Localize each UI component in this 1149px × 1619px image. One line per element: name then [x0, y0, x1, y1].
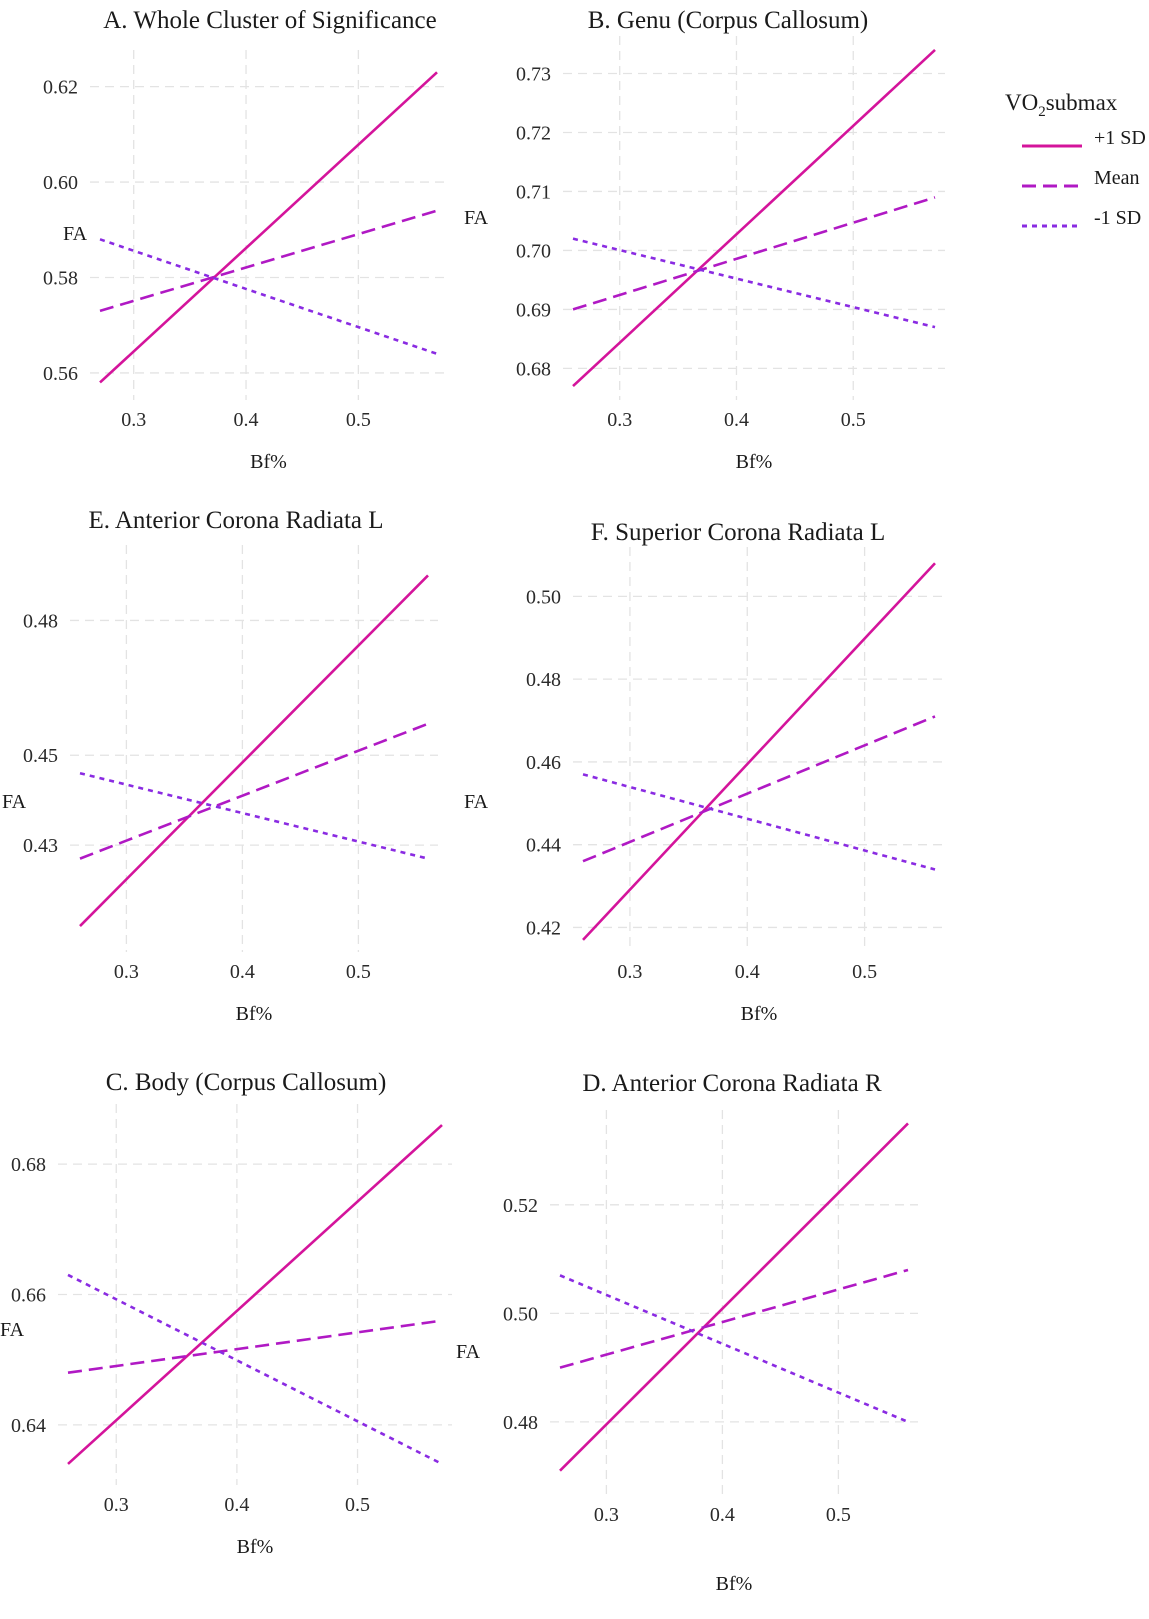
- y-tick-label: 0.72: [516, 122, 551, 144]
- series-line-dotted: [67, 1273, 443, 1466]
- y-axis-label: FA: [464, 207, 489, 229]
- chart-panel: 0.43 0.45 0.48 0.3 0.4 0.5 E. Anterior Corona …: [2, 507, 438, 1025]
- x-tick-label: 0.5: [852, 961, 877, 983]
- y-tick-label: 0.66: [11, 1285, 46, 1307]
- y-axis-label: FA: [464, 791, 489, 813]
- x-tick-label: 0.5: [826, 1504, 851, 1526]
- y-axis-label: FA: [456, 1341, 481, 1363]
- y-axis-label: FA: [0, 1319, 25, 1341]
- y-tick-label: 0.50: [526, 586, 561, 608]
- y-tick-label: 0.62: [43, 77, 78, 99]
- chart-panel: 0.42 0.44 0.46 0.48 0.50 0.3 0.4 0.5 F. Superior…: [464, 519, 945, 1025]
- chart-panel: 0.56 0.58 0.60 0.62 0.3 0.4 0.5 A. Whole Cluste…: [43, 7, 447, 473]
- x-tick-label: 0.4: [710, 1504, 735, 1526]
- series-line-dashed: [99, 209, 438, 313]
- x-tick-label: 0.5: [346, 409, 371, 431]
- series-line-solid: [572, 48, 936, 388]
- series-line-dotted: [559, 1274, 909, 1424]
- y-tick-label: 0.48: [23, 610, 58, 632]
- y-tick-label: 0.70: [516, 240, 551, 262]
- panel-title: D. Anterior Corona Radiata R: [582, 1070, 882, 1097]
- legend-items: +1 SD Mean -1 SD: [1022, 127, 1146, 229]
- x-axis-label: Bf%: [250, 451, 287, 473]
- x-axis-label: Bf%: [236, 1003, 273, 1025]
- series-line-dotted: [572, 237, 936, 329]
- x-axis-label: Bf%: [741, 1003, 778, 1025]
- x-tick-label: 0.3: [104, 1494, 129, 1516]
- y-tick-label: 0.60: [43, 172, 78, 194]
- x-tick-label: 0.4: [224, 1494, 249, 1516]
- x-axis-label: Bf%: [237, 1536, 274, 1558]
- series-line-solid: [582, 562, 936, 941]
- legend-title: VO2submax: [1005, 90, 1118, 120]
- y-tick-label: 0.73: [516, 63, 551, 85]
- x-tick-label: 0.5: [346, 961, 371, 983]
- series-line-solid: [67, 1124, 443, 1465]
- x-axis-label: Bf%: [716, 1573, 753, 1595]
- y-tick-label: 0.48: [503, 1412, 538, 1434]
- legend: VO2submax +1 SD Mean -1 SD: [1005, 90, 1146, 229]
- y-tick-label: 0.45: [23, 745, 58, 767]
- x-tick-label: 0.3: [607, 409, 632, 431]
- series-line-solid: [559, 1122, 909, 1472]
- x-tick-label: 0.4: [724, 409, 749, 431]
- x-tick-label: 0.3: [594, 1504, 619, 1526]
- y-tick-label: 0.68: [11, 1154, 46, 1176]
- y-tick-label: 0.71: [516, 181, 551, 203]
- y-tick-label: 0.64: [11, 1415, 46, 1437]
- x-tick-label: 0.3: [121, 409, 146, 431]
- x-tick-label: 0.3: [617, 961, 642, 983]
- y-tick-label: 0.48: [526, 669, 561, 691]
- y-axis-label: FA: [2, 791, 27, 813]
- chart-panel: 0.48 0.50 0.52 0.3 0.4 0.5 D. Anterior Corona …: [456, 1070, 918, 1595]
- x-tick-label: 0.4: [735, 961, 760, 983]
- y-tick-label: 0.42: [526, 917, 561, 939]
- series-line-dashed: [67, 1319, 443, 1375]
- legend-label: +1 SD: [1094, 127, 1146, 149]
- series-line-dashed: [572, 196, 936, 311]
- x-tick-label: 0.4: [234, 409, 259, 431]
- y-tick-label: 0.50: [503, 1303, 538, 1325]
- panel-title: F. Superior Corona Radiata L: [591, 519, 885, 546]
- series-line-dashed: [559, 1268, 909, 1369]
- series-line-dotted: [79, 771, 429, 860]
- chart-panel: 0.64 0.66 0.68 0.3 0.4 0.5 C. Body (Corpus Cal…: [0, 1069, 452, 1558]
- x-axis-label: Bf%: [736, 451, 773, 473]
- y-tick-label: 0.58: [43, 267, 78, 289]
- y-tick-label: 0.43: [23, 835, 58, 857]
- legend-label: Mean: [1094, 167, 1140, 189]
- series-line-dashed: [582, 715, 936, 863]
- y-tick-label: 0.69: [516, 299, 551, 321]
- y-tick-label: 0.46: [526, 752, 561, 774]
- legend-label: -1 SD: [1094, 207, 1141, 229]
- series-line-solid: [79, 574, 429, 927]
- y-tick-label: 0.44: [526, 835, 561, 857]
- y-axis-label: FA: [63, 223, 88, 245]
- y-tick-label: 0.56: [43, 363, 78, 385]
- y-tick-label: 0.68: [516, 358, 551, 380]
- series-line-dotted: [582, 773, 936, 871]
- x-tick-label: 0.4: [230, 961, 255, 983]
- panel-title: B. Genu (Corpus Callosum): [588, 7, 869, 34]
- panels: 0.56 0.58 0.60 0.62 0.3 0.4 0.5 A. Whole Cluste…: [0, 7, 945, 1595]
- panel-title: C. Body (Corpus Callosum): [106, 1069, 387, 1096]
- series-line-dashed: [79, 722, 429, 860]
- panel-title: A. Whole Cluster of Significance: [103, 7, 436, 34]
- series-line-solid: [99, 71, 438, 384]
- x-tick-label: 0.5: [841, 409, 866, 431]
- x-tick-label: 0.5: [345, 1494, 370, 1516]
- chart-panel: 0.68 0.69 0.70 0.71 0.72 0.73 0.3 0.4 0.5 B. Genu…: [464, 7, 945, 473]
- x-tick-label: 0.3: [114, 961, 139, 983]
- panel-title: E. Anterior Corona Radiata L: [88, 507, 383, 534]
- y-tick-label: 0.52: [503, 1195, 538, 1217]
